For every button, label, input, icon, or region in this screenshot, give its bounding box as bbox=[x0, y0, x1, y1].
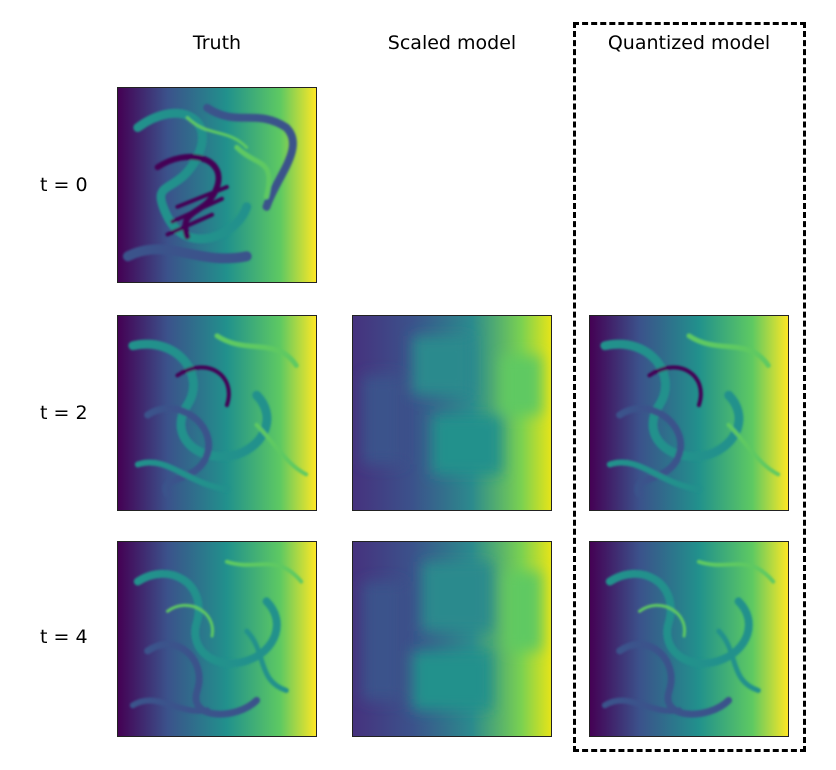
vorticity-field-image bbox=[353, 316, 551, 510]
row-label-t0: t = 0 bbox=[40, 174, 88, 196]
panel-truth-t0 bbox=[117, 87, 317, 283]
row-label-t4: t = 4 bbox=[40, 626, 88, 648]
vorticity-field-image bbox=[590, 542, 788, 736]
vorticity-field-image bbox=[118, 542, 316, 736]
column-title-scaled-model: Scaled model bbox=[387, 32, 517, 54]
row-label-t2: t = 2 bbox=[40, 402, 88, 424]
panel-truth-t2 bbox=[117, 315, 317, 511]
vorticity-field-image bbox=[353, 542, 551, 736]
vorticity-field-image bbox=[118, 316, 316, 510]
panel-scaled-model-t2 bbox=[352, 315, 552, 511]
panel-truth-t4 bbox=[117, 541, 317, 737]
vorticity-field-image bbox=[590, 316, 788, 510]
panel-scaled-model-t4 bbox=[352, 541, 552, 737]
vorticity-field-image bbox=[118, 88, 316, 282]
panel-quantized-model-t4 bbox=[589, 541, 789, 737]
column-title-quantized-model: Quantized model bbox=[607, 32, 771, 54]
column-title-truth: Truth bbox=[192, 32, 242, 54]
quantized-model-highlight-box bbox=[573, 22, 806, 752]
panel-quantized-model-t2 bbox=[589, 315, 789, 511]
